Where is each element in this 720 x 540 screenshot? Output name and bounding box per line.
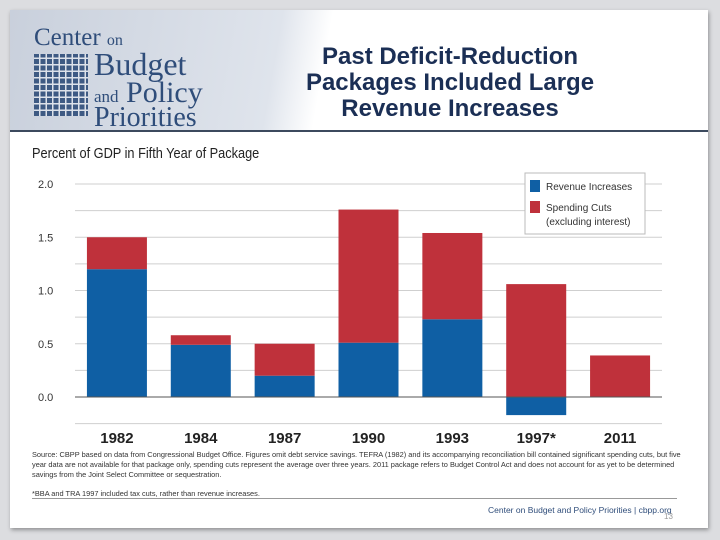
logo-grid-icon xyxy=(34,54,88,116)
footer: Center on Budget and Policy Priorities |… xyxy=(488,505,672,515)
bar-spending xyxy=(170,335,231,345)
legend-label-spending: Spending Cuts xyxy=(546,203,612,214)
divider xyxy=(32,498,677,499)
x-tick-label: 1990 xyxy=(352,430,385,447)
x-tick-label: 1993 xyxy=(436,430,469,447)
x-tick-label: 2011 xyxy=(604,430,637,447)
bar-revenue xyxy=(506,397,567,416)
bar-spending xyxy=(254,343,315,376)
x-tick-label: 1997* xyxy=(517,430,556,447)
bar-revenue xyxy=(170,344,231,397)
bar-spending xyxy=(422,232,483,320)
bar-revenue xyxy=(422,319,483,397)
legend-swatch-revenue xyxy=(530,180,540,192)
bar-spending xyxy=(86,237,147,270)
bar-spending xyxy=(506,284,567,397)
y-tick-label: 0.5 xyxy=(38,339,53,351)
legend-swatch-spending xyxy=(530,201,540,213)
page-number: 13 xyxy=(664,512,673,521)
slide-title: Past Deficit-Reduction Packages Included… xyxy=(305,43,595,122)
y-tick-label: 2.0 xyxy=(38,179,53,191)
legend-label-revenue: Revenue Increases xyxy=(546,182,632,193)
y-tick-label: 1.0 xyxy=(38,286,53,298)
y-axis-label: Percent of GDP in Fifth Year of Package xyxy=(32,145,260,162)
bar-revenue xyxy=(254,375,315,397)
y-tick-label: 1.5 xyxy=(38,232,53,244)
x-tick-label: 1984 xyxy=(184,430,218,447)
bar-revenue xyxy=(338,342,399,397)
source-note: Source: CBPP based on data from Congress… xyxy=(32,450,681,479)
x-tick-label: 1982 xyxy=(100,430,133,447)
legend-label-spending-sub: (excluding interest) xyxy=(546,217,630,228)
logo-text: Center xyxy=(34,24,101,51)
footnote: *BBA and TRA 1997 included tax cuts, rat… xyxy=(32,489,260,498)
bar-spending xyxy=(590,355,651,397)
bar-spending xyxy=(338,209,399,343)
legend-box xyxy=(524,172,646,235)
logo-text: and xyxy=(94,87,119,106)
x-tick-label: 1987 xyxy=(268,430,301,447)
header: Center on Budget and Policy Priorities P… xyxy=(10,10,708,133)
slide: Center on Budget and Policy Priorities P… xyxy=(10,10,708,528)
logo-text: Policy xyxy=(126,76,203,109)
logo-text: Budget xyxy=(94,46,187,82)
logo-text: on xyxy=(106,32,123,49)
y-tick-label: 0.0 xyxy=(38,392,53,404)
logo-text: Priorities xyxy=(94,102,197,133)
bar-revenue xyxy=(86,269,147,397)
